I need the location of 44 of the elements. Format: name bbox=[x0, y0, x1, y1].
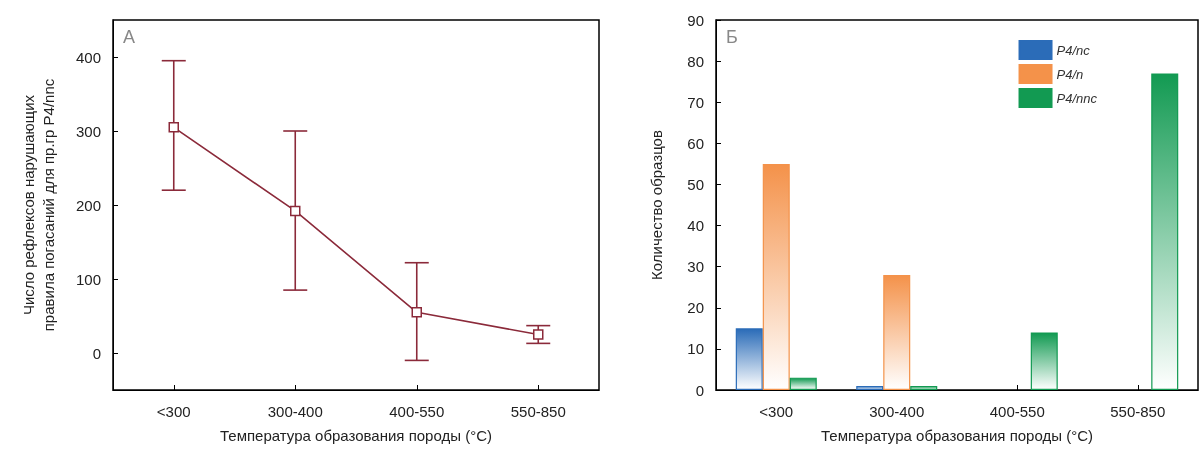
y-tick-label: 20 bbox=[687, 299, 704, 317]
x-axis-title: Температура образования породы (°C) bbox=[821, 427, 1093, 444]
y-tick-label: 400 bbox=[75, 48, 101, 66]
y-tick-label: 0 bbox=[695, 381, 704, 399]
y-tick-label: 300 bbox=[75, 122, 101, 140]
bar bbox=[762, 163, 790, 390]
bar bbox=[856, 385, 884, 390]
point bbox=[533, 329, 544, 340]
y-tick-label: 100 bbox=[75, 270, 101, 288]
bar bbox=[735, 328, 763, 390]
x-tick-label: <300 bbox=[156, 403, 191, 420]
x-tick-label: 400-550 bbox=[989, 403, 1045, 420]
y-tick-label: 200 bbox=[75, 196, 101, 214]
y-axis-title: Количество образцов bbox=[647, 130, 665, 280]
x-axis-title: Температура образования породы (°C) bbox=[220, 427, 492, 444]
y-tick-label: 30 bbox=[687, 258, 704, 276]
y-tick-label: 0 bbox=[92, 344, 101, 362]
bar bbox=[1151, 73, 1179, 390]
bar bbox=[789, 377, 817, 390]
x-tick-label: 400-550 bbox=[389, 403, 445, 420]
y-tick-label: 40 bbox=[687, 217, 704, 235]
annotation: Б bbox=[726, 27, 738, 47]
x-tick-label: 300-400 bbox=[869, 403, 925, 420]
y-tick-label: 90 bbox=[687, 11, 704, 29]
annotation: А bbox=[123, 27, 136, 47]
x-tick-label: <300 bbox=[759, 403, 794, 420]
x-tick-label: 550-850 bbox=[510, 403, 566, 420]
y-tick-label: 50 bbox=[687, 175, 704, 193]
legend-label: P4/n bbox=[1056, 66, 1084, 82]
y-tick-label: 60 bbox=[687, 134, 704, 152]
bar bbox=[910, 385, 938, 390]
point bbox=[411, 307, 422, 318]
point bbox=[168, 122, 179, 133]
x-tick-label: 300-400 bbox=[267, 403, 323, 420]
legend-label: P4/nc bbox=[1056, 42, 1091, 58]
y-tick-label: 70 bbox=[687, 93, 704, 111]
bar bbox=[1030, 332, 1058, 390]
point bbox=[290, 205, 301, 217]
y-tick-label: 80 bbox=[687, 52, 704, 70]
legend-label: P4/nnc bbox=[1056, 90, 1098, 106]
x-tick-label: 550-850 bbox=[1110, 403, 1166, 420]
y-tick-label: 10 bbox=[687, 340, 704, 358]
bar bbox=[883, 274, 911, 390]
y-axis-title: Число рефлексов нарушающих правила погасаний для пр.гр P4/nnc bbox=[19, 78, 57, 332]
